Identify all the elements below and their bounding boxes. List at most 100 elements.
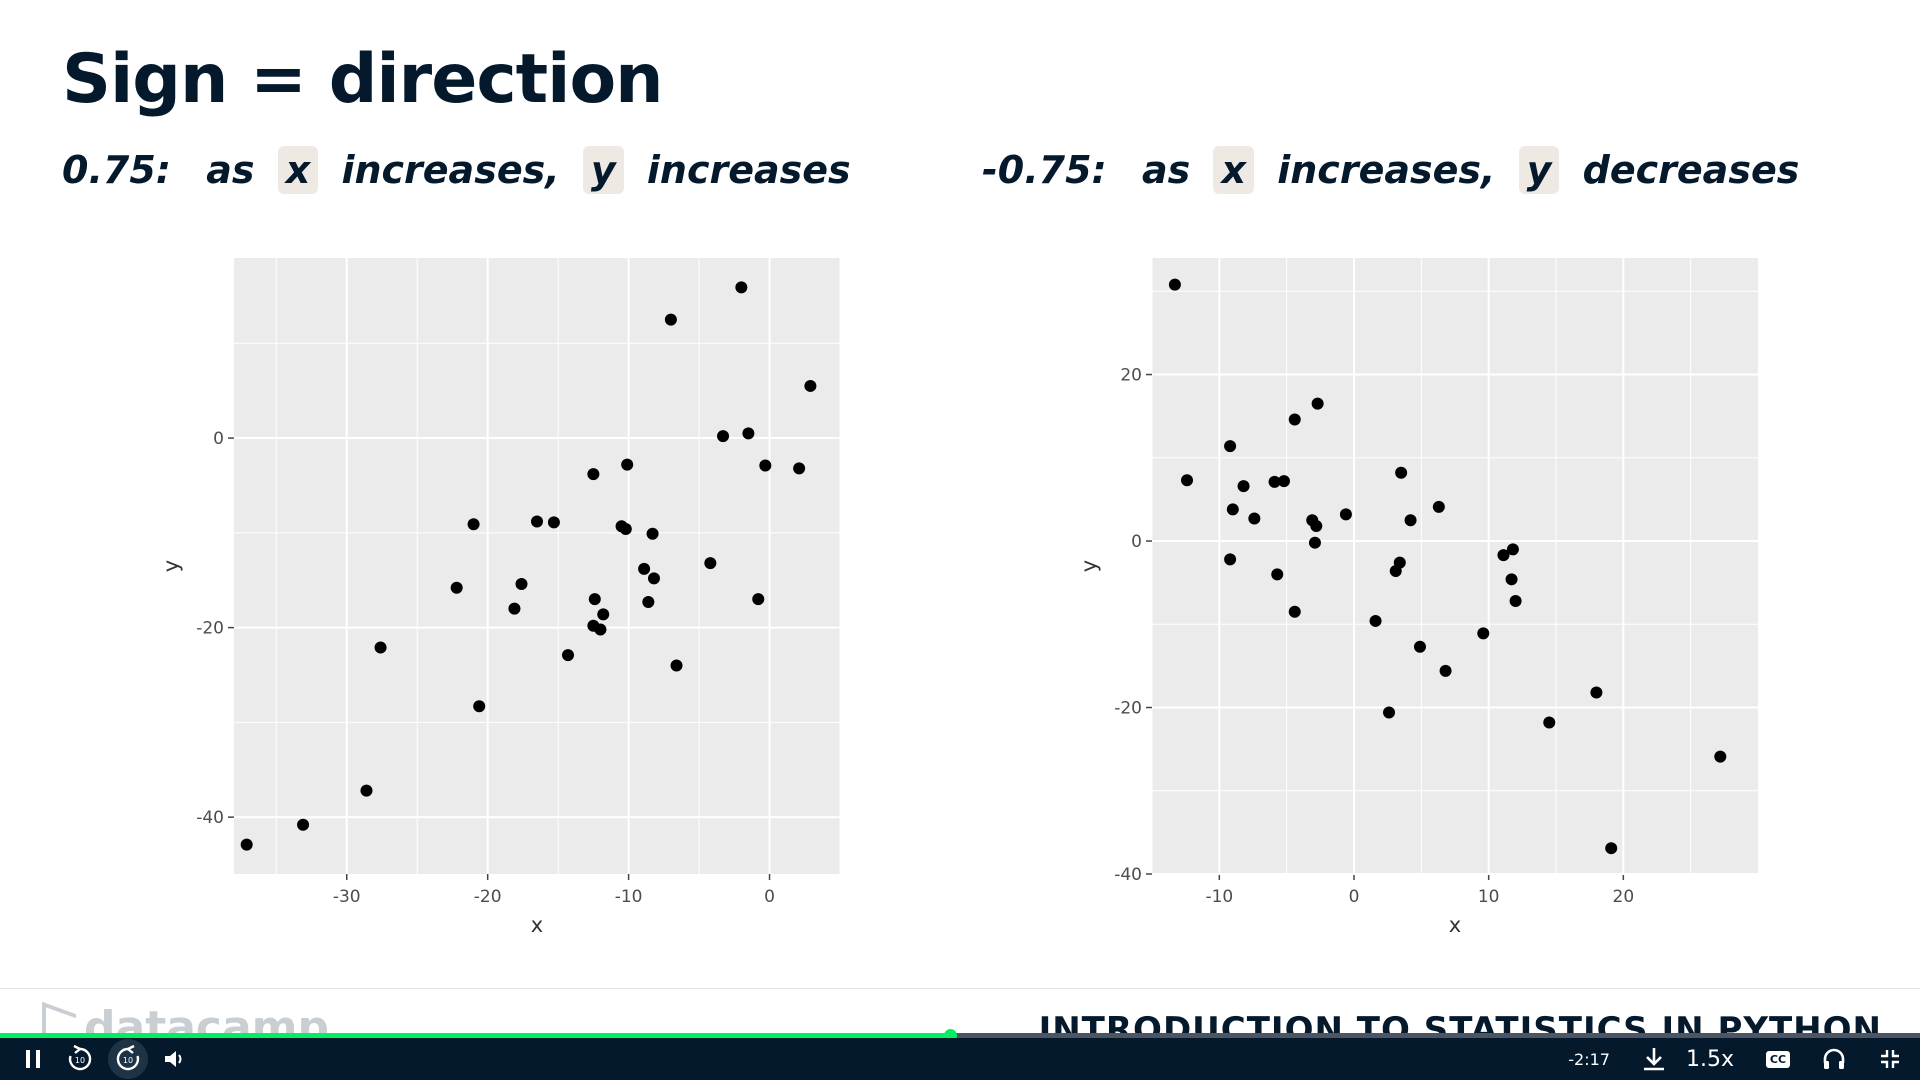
scatter-point [1311, 397, 1324, 410]
scatter-point [1271, 568, 1284, 581]
course-title: INTRODUCTION TO STATISTICS IN PYTHON [1038, 1010, 1882, 1036]
x-axis-title: x [531, 913, 543, 937]
scatter-point [1310, 520, 1323, 533]
x-tick-label: 0 [1349, 887, 1360, 907]
progress-fill [0, 1033, 951, 1038]
svg-text:10: 10 [123, 1056, 133, 1065]
scatter-point [1277, 475, 1290, 488]
scatter-point [704, 557, 717, 570]
scatter-point [759, 459, 772, 472]
y-tick-label: -40 [196, 808, 224, 828]
exit-fullscreen-icon[interactable] [1870, 1038, 1910, 1080]
scatter-point [1224, 440, 1237, 453]
scatter-point [1404, 514, 1417, 527]
pause-icon[interactable] [10, 1038, 56, 1080]
x-tick-label: -10 [1205, 887, 1233, 907]
download-icon[interactable] [1634, 1038, 1674, 1080]
plot-panel-background [234, 258, 840, 874]
scatter-point [752, 593, 765, 606]
scatter-point [1605, 842, 1618, 855]
time-remaining: -2:17 [1568, 1049, 1610, 1069]
scatter-point [742, 427, 755, 440]
scatter-point [1432, 500, 1445, 513]
y-axis-title: y [159, 560, 183, 572]
scatter-point [467, 518, 480, 531]
scatter-point [547, 516, 560, 529]
closed-captions-label: CC [1765, 1050, 1791, 1068]
headphones-icon[interactable] [1814, 1038, 1854, 1080]
scatter-point [531, 515, 543, 528]
scatter-point [1590, 686, 1603, 699]
y-tick-label: -20 [1114, 699, 1142, 719]
scatter-point [670, 659, 683, 672]
caption-value: 0.75: [62, 148, 171, 192]
x-tick-label: -20 [474, 887, 502, 907]
y-tick-label: -40 [1114, 865, 1142, 885]
positive-scatter-plot: -30 -20 -10 0 -40 -20 0 x y [159, 258, 841, 937]
scatter-point [1413, 640, 1426, 653]
scatter-point [735, 281, 748, 294]
caption-value: -0.75: [982, 148, 1107, 192]
caption-x-code: x [277, 146, 319, 194]
scatter-point [1237, 480, 1250, 493]
scatter-point [647, 572, 660, 585]
scatter-point [1369, 614, 1382, 627]
y-axis-title: y [1077, 560, 1101, 572]
forward-10-icon[interactable]: 10 [108, 1039, 148, 1079]
scatter-point [1505, 573, 1518, 586]
scatter-point [450, 581, 463, 594]
scatter-point [473, 700, 486, 713]
closed-captions-icon[interactable]: CC [1758, 1038, 1798, 1080]
scatter-point [515, 578, 528, 591]
y-tick-label: 0 [213, 429, 224, 449]
svg-text:10: 10 [75, 1056, 85, 1065]
scatter-point [360, 784, 373, 797]
scatter-point [1181, 474, 1194, 487]
negative-correlation-caption: -0.75: as x increases, y decreases [982, 146, 1800, 194]
caption-word: decreases [1582, 148, 1800, 192]
x-tick-label: 20 [1613, 887, 1635, 907]
scatter-point [642, 596, 655, 609]
y-tick-label: 0 [1131, 532, 1142, 552]
caption-y-code: y [1518, 146, 1560, 194]
scatter-point [1497, 549, 1510, 562]
video-player-controls: 10 10 -2:17 1.5x CC [0, 1038, 1920, 1080]
scatter-point [1395, 466, 1408, 479]
scatter-point [1168, 278, 1181, 291]
scatter-point [562, 649, 575, 662]
scatter-point [587, 468, 600, 481]
x-tick-label: 0 [764, 887, 775, 907]
scatter-point [646, 527, 659, 540]
scatter-point [1506, 543, 1519, 556]
scatter-point [1224, 553, 1237, 566]
caption-y-code: y [582, 146, 624, 194]
playback-speed-button[interactable]: 1.5x [1685, 1046, 1734, 1072]
caption-word: increases, [1277, 148, 1496, 192]
scatter-point [1288, 605, 1301, 618]
plot-panel-background [1152, 258, 1758, 874]
positive-correlation-caption: 0.75: as x increases, y increases [62, 146, 851, 194]
volume-icon[interactable] [152, 1038, 198, 1080]
caption-word: increases [646, 148, 851, 192]
x-axis-title: x [1449, 913, 1461, 937]
scatter-point [1543, 716, 1556, 729]
y-tick-label: -20 [196, 619, 224, 639]
scatter-point [240, 838, 253, 851]
slide-title: Sign = direction [62, 40, 664, 119]
scatter-point [638, 562, 651, 575]
negative-scatter-plot: -10 0 10 20 -40 -20 0 20 x y [1077, 258, 1758, 937]
scatter-point [1268, 475, 1281, 488]
scatter-point [1288, 413, 1301, 426]
scatter-point [1383, 706, 1396, 719]
footer-divider [0, 988, 1920, 989]
x-tick-label: -10 [615, 887, 643, 907]
x-tick-label: 10 [1478, 887, 1500, 907]
scatter-point [1477, 627, 1490, 640]
scatter-point [1308, 536, 1321, 549]
scatter-point [1226, 503, 1239, 516]
scatter-point [793, 462, 806, 475]
scatter-point [597, 608, 610, 621]
scatter-point [621, 458, 634, 471]
scatter-point [1248, 512, 1261, 525]
rewind-10-icon[interactable]: 10 [56, 1038, 104, 1080]
